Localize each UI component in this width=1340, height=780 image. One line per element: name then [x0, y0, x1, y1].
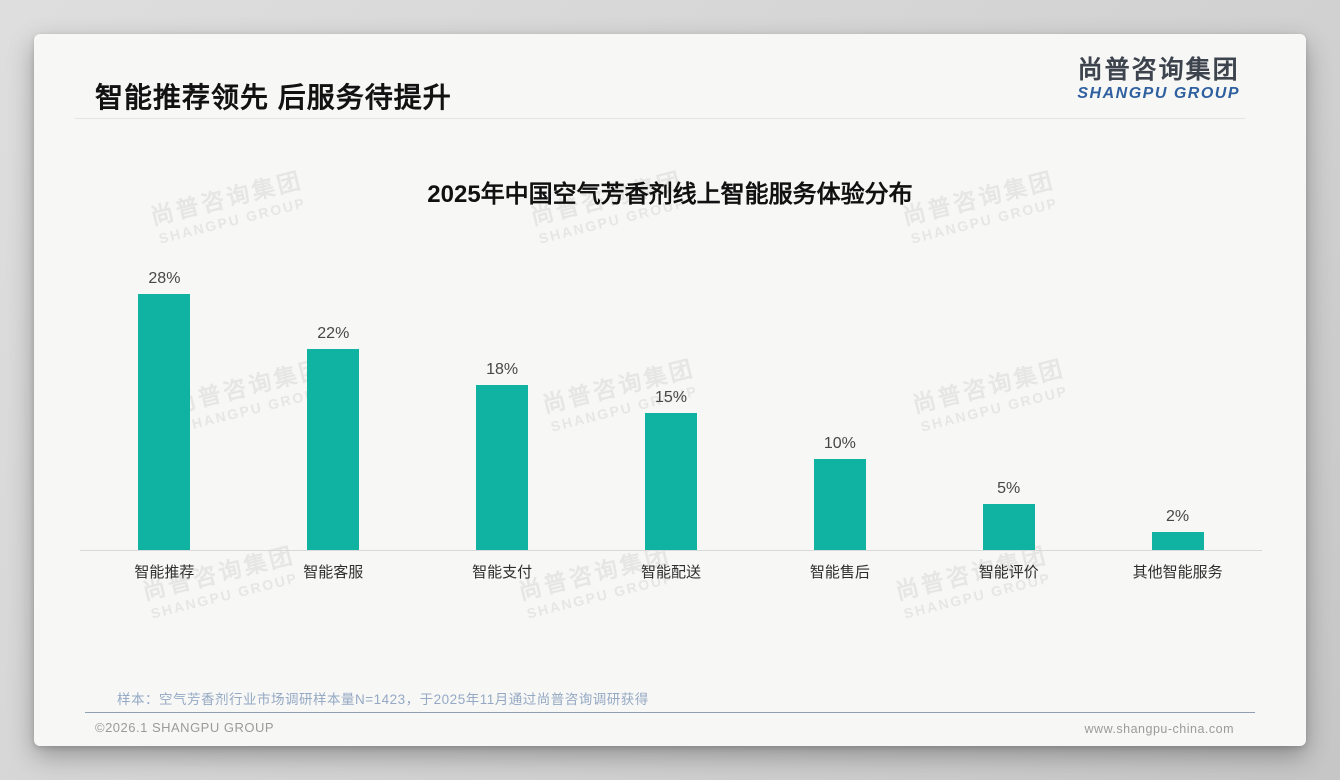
logo-chinese-text: 尚普咨询集团 [1077, 56, 1240, 84]
bar [1151, 531, 1204, 550]
x-axis-label: 智能配送 [641, 564, 702, 581]
bar-column: 5% [924, 480, 1093, 550]
bar [476, 385, 529, 550]
x-axis-label: 智能推荐 [134, 564, 195, 581]
x-axis-line [80, 550, 1262, 551]
slide-card: 尚普咨询集团 SHANGPU GROUP 尚普咨询集团 SHANGPU GROUP 尚普… [34, 34, 1306, 746]
bar-column: 18% [418, 361, 587, 550]
bar-column: 2% [1093, 508, 1262, 550]
bar [307, 348, 360, 550]
bar-value-label: 22% [317, 324, 350, 342]
x-axis-labels: 智能推荐 智能客服 智能支付 智能配送 智能售后 智能评价 其他智能服务 [80, 561, 1262, 582]
bar-column: 28% [80, 270, 249, 550]
bar-column: 15% [587, 389, 756, 550]
bar-value-label: 15% [654, 388, 688, 406]
title-divider [75, 118, 1245, 119]
bar [813, 458, 866, 550]
bar [645, 412, 697, 550]
x-axis-label: 其他智能服务 [1132, 564, 1223, 581]
chart-title: 2025年中国空气芳香剂线上智能服务体验分布 [427, 181, 913, 208]
bar-chart: 28% 22% 18% 15% 10% 5% 2% [80, 240, 1262, 550]
x-axis-label: 智能评价 [978, 564, 1039, 581]
logo-english-text: SHANGPU GROUP [1077, 84, 1240, 102]
bar-value-label: 18% [486, 361, 519, 379]
bar [138, 293, 191, 550]
copyright-text: ©2026.1 SHANGPU GROUP [95, 720, 275, 735]
bar-value-label: 2% [1166, 507, 1190, 525]
bar-value-label: 28% [148, 269, 181, 287]
bar [982, 504, 1035, 550]
bar-column: 22% [249, 325, 418, 550]
bar-value-label: 10% [823, 434, 856, 452]
page-title: 智能推荐领先 后服务待提升 [95, 82, 452, 113]
x-axis-label: 智能支付 [472, 564, 533, 581]
logo: 尚普咨询集团 SHANGPU GROUP [1077, 56, 1240, 103]
bar-column: 10% [755, 434, 924, 550]
x-axis-label: 智能售后 [809, 564, 870, 581]
bar-value-label: 5% [997, 480, 1021, 498]
footer-divider [85, 712, 1255, 713]
sample-note: 样本：空气芳香剂行业市场调研样本量N=1423，于2025年11月通过尚普咨询调… [117, 692, 649, 707]
x-axis-label: 智能客服 [303, 564, 364, 581]
website-url: www.shangpu-china.com [1084, 722, 1234, 736]
